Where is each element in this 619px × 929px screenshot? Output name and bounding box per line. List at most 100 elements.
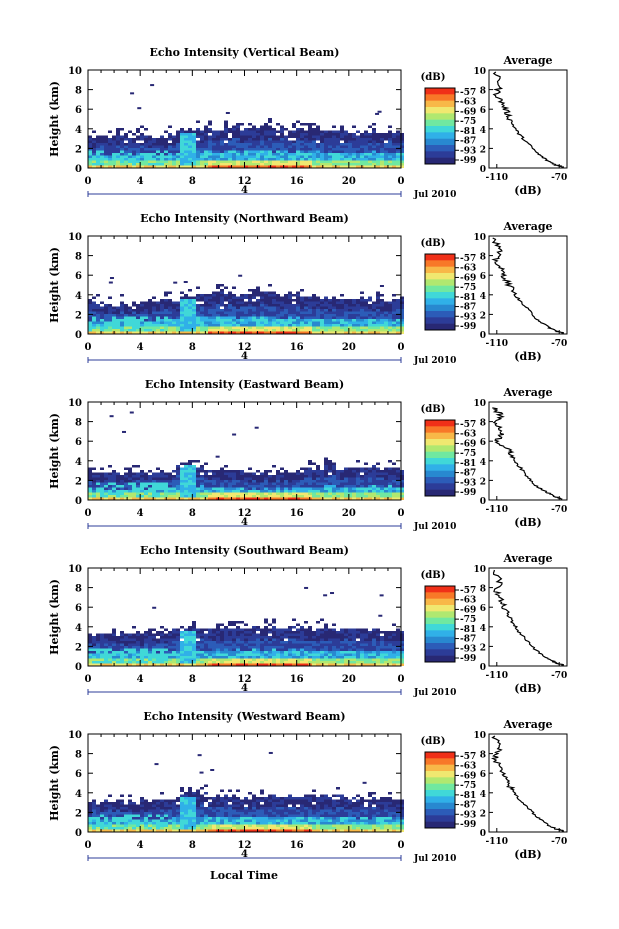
echo-cell xyxy=(344,472,348,475)
echo-cell xyxy=(324,304,328,307)
echo-cell xyxy=(108,316,112,319)
echo-cell xyxy=(240,311,244,314)
echo-cell xyxy=(136,485,140,488)
echo-cell xyxy=(172,475,176,478)
echo-cell xyxy=(300,150,304,153)
echo-cell xyxy=(396,160,400,163)
echo-cell xyxy=(364,497,368,500)
echo-cell xyxy=(260,487,264,490)
echo-cell xyxy=(348,150,352,153)
echo-cell xyxy=(368,304,372,307)
y-tick-label: 10 xyxy=(68,398,82,409)
echo-cell xyxy=(188,331,192,334)
echo-cell xyxy=(132,165,136,168)
echo-cell xyxy=(184,641,188,644)
echo-cell xyxy=(112,163,116,166)
echo-cell xyxy=(340,631,344,634)
echo-cell xyxy=(132,465,136,468)
echo-cell xyxy=(92,485,96,488)
echo-cell xyxy=(180,646,184,649)
echo-cell xyxy=(132,155,136,158)
echo-cell xyxy=(148,138,152,141)
echo-cell xyxy=(372,331,376,334)
echo-cell xyxy=(308,653,312,656)
echo-cell xyxy=(156,311,160,314)
echo-cell xyxy=(272,661,276,664)
echo-cell xyxy=(296,160,300,163)
echo-cell xyxy=(240,331,244,334)
echo-cell xyxy=(276,480,280,483)
echo-cell xyxy=(256,133,260,136)
echo-cell xyxy=(140,497,144,500)
beam-panel: Echo Intensity (Southward Beam)Height (k… xyxy=(48,544,568,698)
echo-cell xyxy=(220,636,224,639)
echo-cell xyxy=(336,153,340,156)
echo-cell xyxy=(196,653,200,656)
echo-cell xyxy=(176,472,180,475)
echo-cell xyxy=(380,299,384,302)
echo-cell xyxy=(316,663,320,666)
echo-cell xyxy=(212,160,216,163)
echo-cell xyxy=(184,490,188,493)
echo-cell xyxy=(332,661,336,664)
echo-cell xyxy=(272,135,276,138)
echo-cell xyxy=(208,309,212,312)
echo-cell xyxy=(308,321,312,324)
echo-cell xyxy=(172,148,176,151)
echo-cell xyxy=(196,648,200,651)
echo-cell xyxy=(256,158,260,161)
echo-cell xyxy=(320,130,324,133)
echo-cell xyxy=(340,497,344,500)
echo-cell xyxy=(400,656,404,659)
echo-cell xyxy=(144,304,148,307)
echo-cell xyxy=(116,663,120,666)
echo-cell xyxy=(400,324,404,327)
echo-cell xyxy=(368,133,372,136)
echo-cell xyxy=(304,656,308,659)
echo-cell xyxy=(128,470,132,473)
echo-cell xyxy=(240,643,244,646)
echo-cell xyxy=(128,487,132,490)
echo-cell xyxy=(392,636,396,639)
echo-cell xyxy=(276,319,280,322)
echo-cell xyxy=(204,319,208,322)
echo-cell xyxy=(308,143,312,146)
echo-cell xyxy=(144,138,148,141)
echo-cell xyxy=(256,475,260,478)
echo-cell xyxy=(160,470,164,473)
echo-cell xyxy=(116,646,120,649)
echo-cell xyxy=(320,316,324,319)
echo-cell xyxy=(400,472,404,475)
echo-cell xyxy=(96,497,100,500)
echo-cell xyxy=(260,658,264,661)
echo-cell xyxy=(156,641,160,644)
echo-cell xyxy=(156,138,160,141)
echo-cell xyxy=(356,324,360,327)
echo-cell xyxy=(264,145,268,148)
echo-cell xyxy=(152,490,156,493)
echo-cell xyxy=(180,663,184,666)
echo-cell xyxy=(332,329,336,332)
echo-cell xyxy=(196,329,200,332)
echo-cell xyxy=(388,638,392,641)
echo-cell xyxy=(104,319,108,322)
echo-cell xyxy=(180,631,184,634)
echo-cell xyxy=(364,475,368,478)
echo-cell xyxy=(92,495,96,498)
echo-cell xyxy=(304,636,308,639)
colorbar-tick-label: -99 xyxy=(460,488,476,498)
echo-cell xyxy=(128,477,132,480)
echo-cell xyxy=(192,130,196,133)
echo-cell xyxy=(292,490,296,493)
echo-cell xyxy=(128,490,132,493)
colorbar-swatch xyxy=(425,470,455,478)
colorbar-tick-label: -81 xyxy=(460,293,476,303)
echo-cell xyxy=(268,656,272,659)
echo-cell xyxy=(352,138,356,141)
panel-title: Echo Intensity (Vertical Beam) xyxy=(149,46,339,59)
echo-cell xyxy=(140,160,144,163)
echo-cell xyxy=(280,321,284,324)
echo-cell xyxy=(388,482,392,485)
echo-cell xyxy=(392,646,396,649)
echo-cell xyxy=(308,153,312,156)
